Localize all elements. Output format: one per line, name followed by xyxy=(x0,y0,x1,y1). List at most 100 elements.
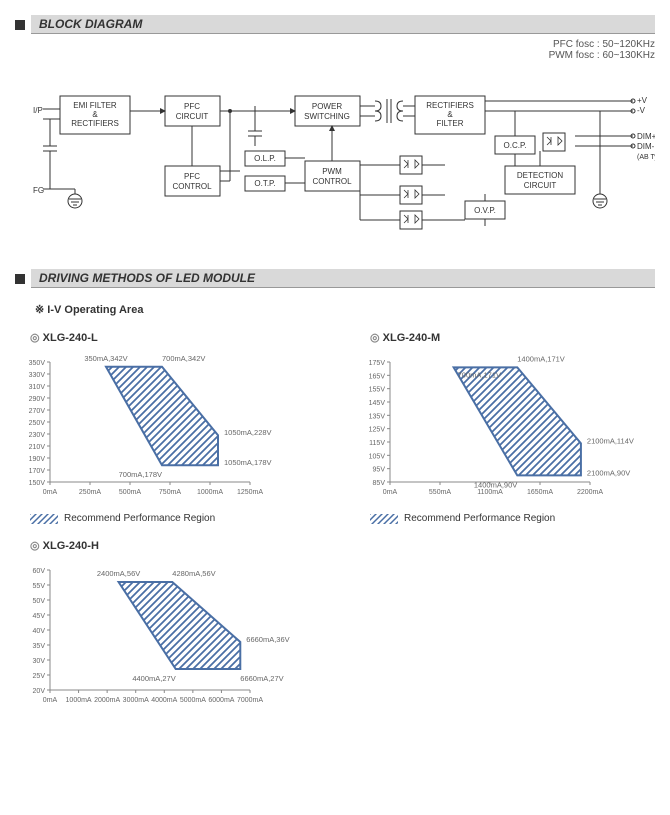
svg-text:85V: 85V xyxy=(373,480,386,487)
svg-text:5000mA: 5000mA xyxy=(180,697,206,704)
legend-text: Recommend Performance Region xyxy=(64,513,215,524)
legend-swatch xyxy=(30,514,58,524)
legend-l: Recommend Performance Region xyxy=(30,513,315,524)
svg-text:7000mA: 7000mA xyxy=(237,697,263,704)
svg-text:750mA: 750mA xyxy=(159,489,182,496)
svg-text:CONTROL: CONTROL xyxy=(312,177,352,186)
svg-text:30V: 30V xyxy=(33,658,46,665)
freq-note: PFC fosc : 50~120KHz PWM fosc : 60~130KH… xyxy=(15,39,655,61)
svg-text:250mA: 250mA xyxy=(79,489,102,496)
svg-text:4000mA: 4000mA xyxy=(151,697,177,704)
svg-text:4280mA,56V: 4280mA,56V xyxy=(172,569,215,578)
legend-swatch xyxy=(370,514,398,524)
svg-text:I/P: I/P xyxy=(33,106,43,115)
svg-text:FILTER: FILTER xyxy=(437,119,464,128)
svg-text:CIRCUIT: CIRCUIT xyxy=(524,181,557,190)
svg-text:1000mA: 1000mA xyxy=(66,697,92,704)
svg-text:4400mA,27V: 4400mA,27V xyxy=(132,674,175,683)
svg-text:105V: 105V xyxy=(369,453,386,460)
svg-text:3000mA: 3000mA xyxy=(123,697,149,704)
svg-text:270V: 270V xyxy=(29,408,46,415)
svg-text:1250mA: 1250mA xyxy=(237,489,263,496)
svg-text:POWER: POWER xyxy=(312,102,342,111)
svg-text:1050mA,228V: 1050mA,228V xyxy=(224,428,272,437)
svg-text:O.C.P.: O.C.P. xyxy=(504,141,527,150)
iv-operating-title: ※ I-V Operating Area xyxy=(35,303,655,316)
svg-text:55V: 55V xyxy=(33,583,46,590)
svg-text:1400mA,90V: 1400mA,90V xyxy=(474,480,517,489)
svg-text:DETECTION: DETECTION xyxy=(517,171,563,180)
chart-xlg240h: 20V 25V 30V 35V 40V 45V 50V 55V 60V 0mA 1000mA2000… xyxy=(15,560,315,713)
svg-text:6660mA,36V: 6660mA,36V xyxy=(246,635,289,644)
svg-text:1400mA,171V: 1400mA,171V xyxy=(517,354,565,363)
legend-m: Recommend Performance Region xyxy=(370,513,655,524)
svg-text:190V: 190V xyxy=(29,456,46,463)
svg-text:35V: 35V xyxy=(33,643,46,650)
pwm-note: PWM fosc : 60~130KHz xyxy=(549,50,655,61)
svg-text:6000mA: 6000mA xyxy=(208,697,234,704)
svg-text:350mA,342V: 350mA,342V xyxy=(84,354,127,363)
svg-text:0mA: 0mA xyxy=(383,489,398,496)
pfc-note: PFC fosc : 50~120KHz xyxy=(553,39,655,50)
svg-text:PFC: PFC xyxy=(184,102,200,111)
svg-text:DIM+: DIM+ xyxy=(637,132,655,141)
svg-text:EMI FILTER: EMI FILTER xyxy=(73,101,117,110)
svg-text:6660mA,27V: 6660mA,27V xyxy=(240,674,283,683)
svg-text:95V: 95V xyxy=(373,467,386,474)
svg-text:550mA: 550mA xyxy=(429,489,452,496)
svg-text:-V: -V xyxy=(637,106,646,115)
svg-text:&: & xyxy=(92,110,98,119)
svg-text:O.T.P.: O.T.P. xyxy=(254,179,275,188)
svg-text:50V: 50V xyxy=(33,598,46,605)
svg-text:FG: FG xyxy=(33,186,44,195)
svg-text:125V: 125V xyxy=(369,427,386,434)
svg-text:PFC: PFC xyxy=(184,172,200,181)
svg-text:165V: 165V xyxy=(369,373,386,380)
svg-text:210V: 210V xyxy=(29,444,46,451)
svg-text:155V: 155V xyxy=(369,387,386,394)
svg-text:115V: 115V xyxy=(369,440,385,447)
svg-text:2000mA: 2000mA xyxy=(94,697,120,704)
svg-text:1650mA: 1650mA xyxy=(527,489,553,496)
charts-row-1: XLG-240-L 150V170V190V210V230V250V270V29… xyxy=(15,326,655,529)
chart-title-l: XLG-240-L xyxy=(30,331,315,344)
svg-text:CIRCUIT: CIRCUIT xyxy=(176,112,209,121)
section-header-block: BLOCK DIAGRAM xyxy=(15,15,655,34)
svg-text:O.V.P.: O.V.P. xyxy=(474,206,496,215)
header-title: BLOCK DIAGRAM xyxy=(31,15,655,34)
svg-text:310V: 310V xyxy=(29,384,46,391)
svg-text:145V: 145V xyxy=(369,400,386,407)
legend-text: Recommend Performance Region xyxy=(404,513,555,524)
svg-text:60V: 60V xyxy=(33,568,46,575)
svg-text:20V: 20V xyxy=(33,688,46,695)
svg-text:&: & xyxy=(447,110,453,119)
svg-text:135V: 135V xyxy=(369,413,386,420)
header-bullet xyxy=(15,274,25,284)
svg-text:25V: 25V xyxy=(33,673,46,680)
svg-text:700mA,171V: 700mA,171V xyxy=(458,370,501,379)
svg-text:290V: 290V xyxy=(29,396,46,403)
svg-text:2100mA,114V: 2100mA,114V xyxy=(587,436,634,445)
header-bullet xyxy=(15,20,25,30)
svg-text:1000mA: 1000mA xyxy=(197,489,223,496)
section-header-driving: DRIVING METHODS OF LED MODULE xyxy=(15,269,655,288)
svg-text:+V: +V xyxy=(637,96,648,105)
svg-text:0mA: 0mA xyxy=(43,697,58,704)
svg-text:1100mA: 1100mA xyxy=(477,489,503,496)
svg-text:RECTIFIERS: RECTIFIERS xyxy=(71,119,119,128)
chart-xlg240m: 85V95V105V115V125V135V145V155V165V175V0m… xyxy=(355,352,655,505)
svg-text:O.L.P.: O.L.P. xyxy=(254,154,276,163)
svg-text:DIM-: DIM- xyxy=(637,142,655,151)
svg-text:700mA,178V: 700mA,178V xyxy=(119,470,162,479)
svg-text:2100mA,90V: 2100mA,90V xyxy=(587,468,630,477)
chart-title-h: XLG-240-H xyxy=(30,539,315,552)
svg-text:2400mA,56V: 2400mA,56V xyxy=(97,569,140,578)
svg-text:40V: 40V xyxy=(33,628,46,635)
svg-text:(AB Type): (AB Type) xyxy=(637,154,655,161)
svg-text:230V: 230V xyxy=(29,432,46,439)
chart-title-m: XLG-240-M xyxy=(370,331,655,344)
svg-text:1050mA,178V: 1050mA,178V xyxy=(224,458,272,467)
svg-text:45V: 45V xyxy=(33,613,46,620)
svg-text:PWM: PWM xyxy=(322,167,342,176)
charts-row-2: XLG-240-H 20V 25V 30V 35V 40V 45V 50V 55V 60V 0mA… xyxy=(15,534,655,713)
